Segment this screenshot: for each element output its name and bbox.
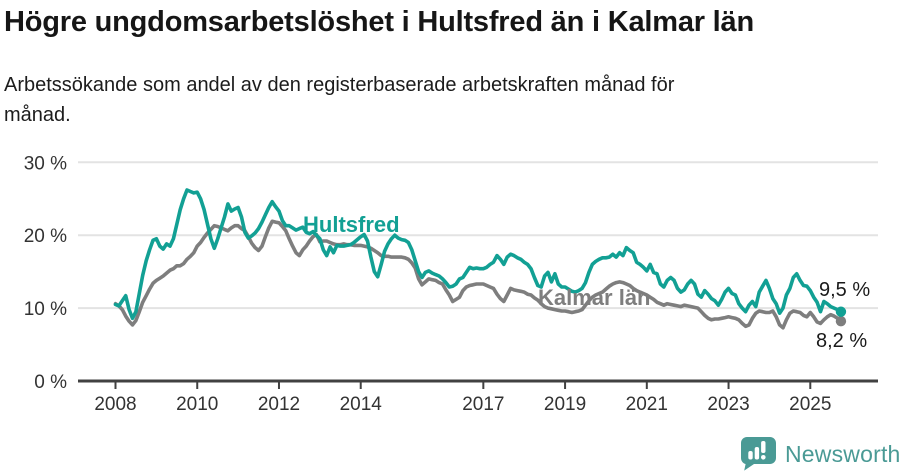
x-tick-label: 2010 [176,394,218,415]
y-tick-label: 0 % [34,372,67,393]
line-kalmar-län [113,219,843,330]
exclamation-bar [761,441,766,453]
end-value-label-kalmar: 8,2 % [816,330,868,352]
newsworthy-icon [741,437,776,471]
newsworthy-logo[interactable]: Newsworthy [741,437,900,471]
x-tick-label: 2025 [789,394,831,415]
subtitle-line-2: månad. [4,104,71,126]
line-hultsfred [113,188,843,321]
x-tick-label: 2014 [340,394,383,415]
x-tick-label: 2017 [462,394,504,415]
newsworthy-wordmark: Newsworthy [785,440,900,467]
page-title: Högre ungdomsarbetslöshet i Hultsfred än… [4,6,754,38]
x-tick-label: 2021 [626,394,668,415]
x-tick-label: 2012 [258,394,300,415]
series-label-hultsfred: Hultsfred [303,212,400,237]
chart-subtitle: Arbetssökande som andel av den registerb… [4,70,864,130]
y-tick-label: 10 % [24,299,67,320]
x-tick-label: 2008 [94,394,136,415]
x-tick-label: 2023 [707,394,749,415]
bar-small [748,451,753,460]
subtitle-line-1: Arbetssökande som andel av den registerb… [4,74,675,96]
series-label-kalmar: Kalmar län [538,285,651,310]
y-tick-label: 30 % [24,153,67,174]
exclamation-dot [761,455,766,460]
x-tick-label: 2019 [544,394,586,415]
y-tick-label: 20 % [24,226,67,247]
end-value-label-hultsfred: 9,5 % [819,279,871,301]
bar-medium [754,447,760,460]
end-dot-hultsfred [835,306,847,317]
end-dot-kalmar-län [835,316,847,327]
